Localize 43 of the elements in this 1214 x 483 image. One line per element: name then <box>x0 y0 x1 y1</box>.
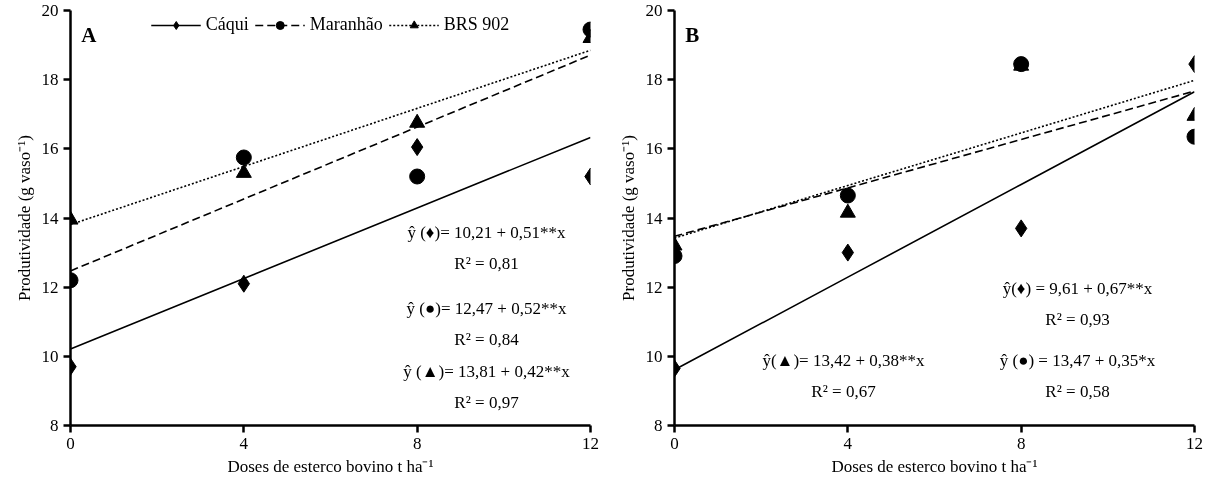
y-tick-label: 8 <box>654 416 663 435</box>
y-tick-label: 10 <box>41 346 59 366</box>
annotation: R² = 0,58 <box>1045 382 1110 402</box>
annotation: R² = 0,84 <box>454 330 520 350</box>
y-tick-label: 12 <box>645 277 663 297</box>
x-tick-label: 0 <box>670 433 679 453</box>
legend-label: Cáqui <box>205 14 249 35</box>
y-tick-label: 18 <box>41 70 59 90</box>
annotation: ŷ(♦) = 9,61 + 0,67**x <box>1002 278 1153 298</box>
y-tick-label: 20 <box>41 1 59 20</box>
annotation: ŷ (●) = 13,47 + 0,35*x <box>999 351 1156 371</box>
annotation: ŷ (▲)= 13,81 + 0,42**x <box>403 361 571 381</box>
x-axis-title: Doses de esterco bovino t ha⁻¹ <box>227 456 434 476</box>
y-axis-title: Produtividade (g vaso⁻¹) <box>14 135 34 301</box>
annotation: ŷ (♦)= 10,21 + 0,51**x <box>407 223 567 243</box>
x-tick-label: 0 <box>66 433 75 453</box>
x-tick-label: 8 <box>412 433 422 453</box>
x-tick-label: 4 <box>239 433 249 453</box>
text: B <box>685 22 700 47</box>
annotation: ŷ(▲)= 13,42 + 0,38**x <box>762 351 926 371</box>
annotation: R² = 0,81 <box>454 254 519 274</box>
x-tick-label: 12 <box>582 433 599 453</box>
x-tick-label: 12 <box>1186 433 1203 453</box>
x-tick-label: 4 <box>843 433 853 453</box>
y-tick-label: 16 <box>41 139 59 159</box>
y-axis-title: Produtividade (g vaso⁻¹) <box>618 135 638 301</box>
y-tick-label: 14 <box>645 208 663 228</box>
legend-label: BRS 902 <box>443 14 510 35</box>
annotation: R² = 0,67 <box>811 382 877 402</box>
x-tick-label: 8 <box>1016 433 1026 453</box>
annotation: R² = 0,97 <box>454 392 520 412</box>
x-axis-title: Doses de esterco bovino t ha⁻¹ <box>831 456 1038 476</box>
annotation: ŷ (●)= 12,47 + 0,52**x <box>406 299 567 319</box>
y-tick-label: 18 <box>645 70 663 90</box>
text: A <box>81 22 98 47</box>
legend-label: Maranhão <box>309 14 383 35</box>
annotation: R² = 0,93 <box>1045 309 1110 329</box>
y-tick-label: 16 <box>645 139 663 159</box>
y-tick-label: 8 <box>50 416 59 435</box>
y-tick-label: 20 <box>645 1 663 20</box>
y-tick-label: 10 <box>645 346 663 366</box>
y-tick-label: 12 <box>41 277 59 297</box>
y-tick-label: 14 <box>41 208 59 228</box>
